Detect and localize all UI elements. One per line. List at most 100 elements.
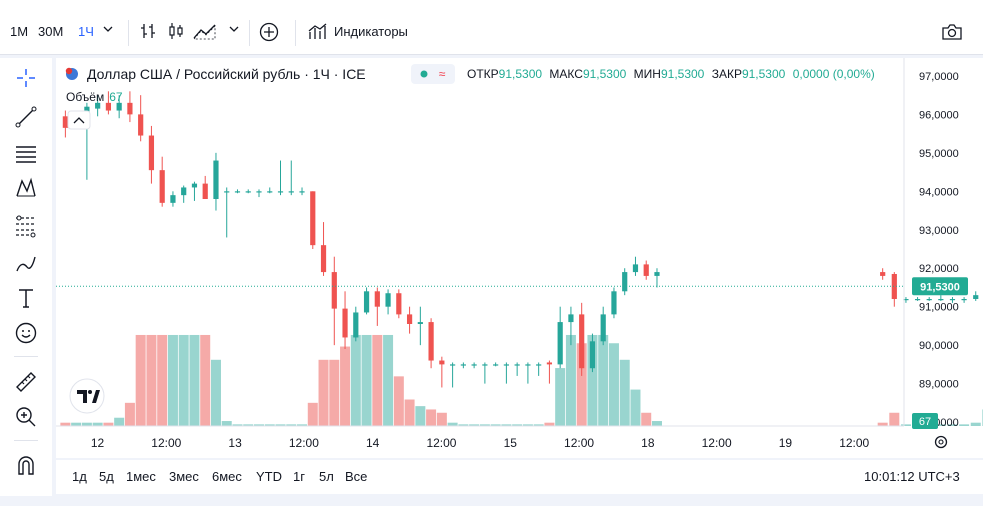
range-3m[interactable]: 3мес <box>169 469 199 484</box>
volume-bar <box>935 424 946 426</box>
candle <box>891 272 897 307</box>
volume-bar <box>307 402 318 426</box>
price-chart[interactable]: 97,0000 96,0000 95,0000 94,0000 93,0000 92,00… <box>56 58 983 458</box>
volume-bar <box>587 334 598 426</box>
settings-icon[interactable] <box>934 435 948 449</box>
candle <box>880 268 886 280</box>
volume-bar <box>436 412 447 426</box>
volume-bar <box>135 334 146 426</box>
text-icon[interactable] <box>14 286 38 310</box>
range-5d[interactable]: 5д <box>99 469 114 484</box>
market-status-badge[interactable]: ≈ <box>411 64 455 84</box>
plus-circle-icon[interactable] <box>259 22 279 45</box>
x-tick-label: 12:00 <box>564 436 594 450</box>
candle-body <box>138 114 144 136</box>
area-chart-icon[interactable] <box>193 22 219 43</box>
pattern-icon[interactable] <box>14 176 38 200</box>
volume-bar <box>81 422 92 426</box>
crosshair-icon[interactable] <box>14 66 38 90</box>
candle-body <box>127 102 133 115</box>
candle-body <box>579 314 585 369</box>
horizontal-lines-icon[interactable] <box>14 142 38 166</box>
volume-bar <box>393 376 404 426</box>
top-toolbar: 1М 30М 1Ч Индикаторы <box>0 0 983 55</box>
y-tick-label: 90,0000 <box>919 340 959 352</box>
range-1d[interactable]: 1д <box>72 469 87 484</box>
candle-body <box>471 364 477 366</box>
volume-bar <box>340 346 351 426</box>
range-5y[interactable]: 5л <box>319 469 334 484</box>
candle-body <box>224 191 230 193</box>
x-tick-label: 18 <box>641 436 655 450</box>
candle-body <box>181 187 187 196</box>
magnet-icon[interactable] <box>14 454 38 478</box>
zoom-icon[interactable] <box>14 405 38 429</box>
volume-bar <box>576 343 587 426</box>
candle <box>503 362 509 384</box>
candle-body <box>288 191 294 193</box>
collapse-legend-button[interactable] <box>67 110 91 130</box>
emoji-icon[interactable] <box>14 321 38 345</box>
volume-bar <box>447 422 458 426</box>
tradingview-logo[interactable] <box>69 378 105 414</box>
range-1m[interactable]: 1мес <box>126 469 156 484</box>
candle-icon[interactable] <box>167 22 185 43</box>
range-6m[interactable]: 6мес <box>212 469 242 484</box>
candle-body <box>310 191 316 246</box>
y-tick-label: 94,0000 <box>919 186 959 198</box>
candle-body <box>643 264 649 276</box>
candle <box>245 189 251 194</box>
trend-line-icon[interactable] <box>14 105 38 129</box>
chart-panel[interactable]: 97,0000 96,0000 95,0000 94,0000 93,0000 92,00… <box>56 58 983 458</box>
candle-body <box>277 191 284 193</box>
range-all[interactable]: Все <box>345 469 368 484</box>
range-1y[interactable]: 1г <box>293 469 305 484</box>
indicators-button[interactable]: Индикаторы <box>334 24 408 39</box>
candle-body <box>202 183 208 199</box>
candle <box>949 297 956 303</box>
close-value: 91,5300 <box>742 67 786 81</box>
volume-bar <box>92 422 103 426</box>
candle-body <box>191 183 198 188</box>
interval-1h[interactable]: 1Ч <box>78 24 94 39</box>
candle-body <box>320 245 327 273</box>
volume-bar <box>232 424 243 426</box>
camera-icon[interactable] <box>940 22 964 45</box>
chevron-down-icon[interactable] <box>228 22 240 39</box>
close-label: ЗАКР <box>712 67 742 81</box>
bar-chart-icon[interactable] <box>139 22 157 43</box>
chevron-down-icon[interactable] <box>102 22 114 39</box>
candle <box>938 295 944 301</box>
candle-body <box>406 314 413 324</box>
range-ytd[interactable]: YTD <box>256 469 282 484</box>
clock[interactable]: 10:01:12 UTC+3 <box>864 469 960 484</box>
ruler-icon[interactable] <box>14 370 38 394</box>
interval-30m[interactable]: 30М <box>38 24 64 39</box>
candle <box>148 125 155 184</box>
candle-body <box>600 314 606 342</box>
fib-icon[interactable] <box>14 214 38 238</box>
candle <box>138 95 144 142</box>
x-tick-label: 12:00 <box>839 436 869 450</box>
toolbar-divider <box>14 356 38 357</box>
candle <box>611 287 617 319</box>
x-tick-label: 12:00 <box>702 436 732 450</box>
svg-text:≈: ≈ <box>439 67 446 81</box>
candle-body <box>396 293 402 315</box>
candle-body <box>891 274 897 299</box>
candle-body <box>914 299 921 301</box>
volume-bar <box>275 424 286 426</box>
volume-bar <box>404 399 415 426</box>
candle-body <box>460 364 466 366</box>
candle <box>557 306 563 369</box>
candle <box>385 289 391 315</box>
symbol-title[interactable]: Доллар США / Российский рубль · 1Ч · ICE <box>87 66 366 82</box>
candle-body <box>267 191 273 193</box>
indicators-icon[interactable] <box>308 22 328 43</box>
volume-tag: 67 <box>912 413 938 429</box>
candle-body <box>374 291 380 307</box>
candle <box>277 160 284 196</box>
brush-icon[interactable] <box>14 251 38 275</box>
interval-1m[interactable]: 1М <box>10 24 29 39</box>
candle-body <box>632 264 639 273</box>
